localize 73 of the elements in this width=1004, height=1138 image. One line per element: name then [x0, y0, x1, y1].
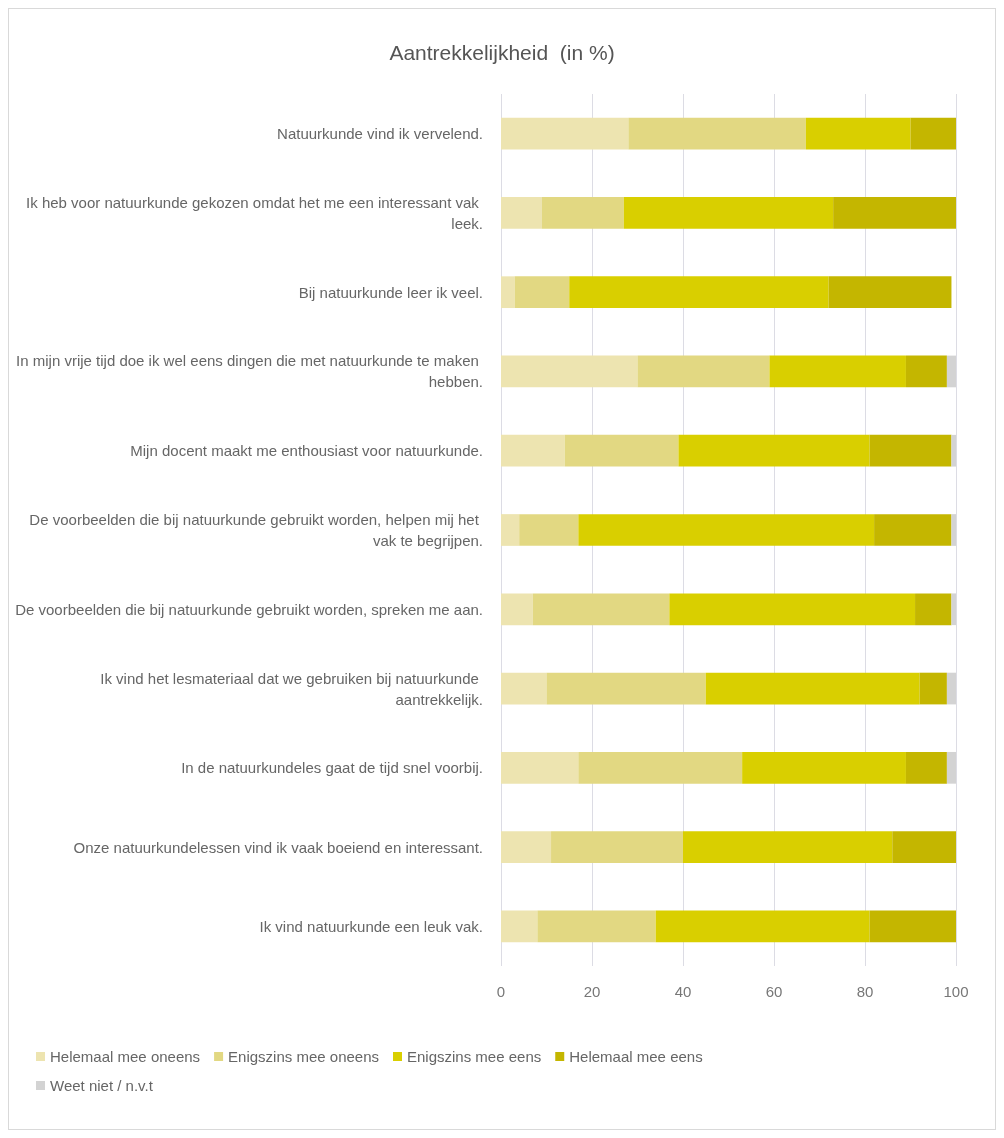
bar — [905, 355, 947, 388]
bar — [501, 276, 515, 309]
y-tick-label: Ik heb voor natuurkunde gekozen omdat het me een interessant vak leek. — [26, 193, 483, 232]
bar — [537, 910, 656, 943]
bar — [637, 355, 770, 388]
y-tick-label: De voorbeelden die bij natuurkunde gebruikt worden, helpen mij het vak te begrijpen. — [29, 511, 483, 549]
bar — [946, 751, 956, 784]
bar — [519, 514, 579, 546]
bar — [892, 831, 956, 863]
bar — [769, 355, 906, 388]
x-tick-label: 60 — [765, 983, 783, 1000]
legend-label: Helemaal mee oneens — [50, 1048, 201, 1065]
bar — [705, 672, 920, 705]
bar — [951, 434, 956, 467]
y-tick-label: In de natuurkundeles gaat de tijd snel voorbij. — [181, 759, 483, 777]
bar — [546, 672, 706, 705]
bar — [874, 514, 952, 546]
bar — [828, 276, 952, 309]
legend-label: Helemaal mee eens — [569, 1048, 703, 1065]
bar — [501, 910, 538, 943]
bar — [905, 751, 947, 784]
bar — [514, 276, 570, 309]
bar — [501, 434, 565, 467]
x-tick-label: 100 — [943, 983, 969, 1000]
y-tick-label: Onze natuurkundelessen vind ik vaak boeiend en interessant. — [73, 838, 483, 856]
x-tick-label: 40 — [674, 983, 692, 1000]
legend-label: Enigszins mee oneens — [228, 1048, 380, 1065]
bar — [628, 117, 806, 150]
bar — [951, 593, 956, 626]
legend-label: Weet niet / n.v.t — [50, 1077, 154, 1094]
x-tick-label: 20 — [583, 983, 601, 1000]
y-tick-label: Bij natuurkunde leer ik veel. — [298, 283, 483, 301]
bar — [532, 593, 670, 626]
bar — [501, 672, 547, 705]
y-tick-label: Ik vind het lesmateriaal dat we gebruiken bij natuurkunde aantrekkelijk. — [100, 669, 483, 708]
bar — [569, 276, 829, 309]
y-tick-label: Natuurkunde vind ik vervelend. — [277, 125, 483, 143]
bar — [551, 831, 683, 863]
bar — [678, 434, 870, 467]
chart-title: Aantrekkelijkheid (in %) — [389, 41, 615, 64]
bar — [805, 117, 911, 150]
bar — [564, 434, 679, 467]
bar — [501, 831, 552, 863]
bar — [578, 514, 875, 546]
bar — [869, 434, 952, 467]
bar — [501, 197, 542, 229]
bar — [541, 197, 624, 229]
bar — [669, 593, 916, 626]
bar — [951, 514, 956, 546]
bar — [501, 593, 533, 626]
y-tick-label: Mijn docent maakt me enthousiast voor natuurkunde. — [130, 442, 483, 460]
y-tick-label: De voorbeelden die bij natuurkunde gebruikt worden, spreken me aan. — [15, 600, 483, 618]
legend-label: Enigszins mee eens — [407, 1048, 542, 1065]
bar — [742, 751, 906, 784]
bar — [915, 593, 952, 626]
x-tick-label: 80 — [856, 983, 874, 1000]
bar — [655, 910, 870, 943]
bar — [501, 751, 579, 784]
bar — [501, 117, 629, 150]
bar — [683, 831, 893, 863]
bar — [833, 197, 956, 229]
bar — [578, 751, 743, 784]
y-tick-label: In mijn vrije tijd doe ik wel eens dingen die met natuurkunde te maken hebben. — [16, 352, 483, 391]
y-tick-label: Ik vind natuurkunde een leuk vak. — [259, 917, 483, 935]
bar — [919, 672, 947, 705]
bar — [946, 355, 956, 388]
bar — [501, 514, 520, 546]
bar — [946, 672, 956, 705]
bar — [910, 117, 956, 150]
bar — [501, 355, 638, 388]
bar — [623, 197, 834, 229]
bar — [869, 910, 956, 943]
x-tick-label: 0 — [496, 983, 506, 1000]
